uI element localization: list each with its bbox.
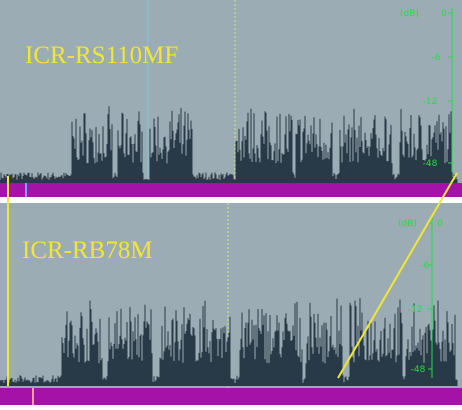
scale-label: 0 xyxy=(437,219,443,229)
scale-unit: (dB) xyxy=(400,9,419,19)
track-name: ICR-RB78M xyxy=(22,237,153,264)
track-bar xyxy=(0,183,462,197)
track-name: ICR-RS110MF xyxy=(25,42,178,69)
envelope xyxy=(337,172,458,379)
track-bar xyxy=(0,388,462,405)
waveforms xyxy=(0,106,458,386)
scale-unit: (dB) xyxy=(398,219,417,229)
scale-label: -12 xyxy=(408,305,423,315)
scale-label: -6 xyxy=(421,261,430,271)
track-bg xyxy=(0,0,462,183)
scale-label: -48 xyxy=(411,365,426,375)
scale-label: -12 xyxy=(423,97,438,107)
marker xyxy=(25,183,27,197)
scale-label: -6 xyxy=(432,53,441,63)
scale-label: -48 xyxy=(423,159,438,169)
marker xyxy=(32,388,34,405)
waveform xyxy=(0,106,458,183)
scale-label: 0 xyxy=(441,9,447,19)
scales: (dB) 0 -6 -12 -48 (dB) 0 -6 -12 -48 xyxy=(398,8,453,378)
